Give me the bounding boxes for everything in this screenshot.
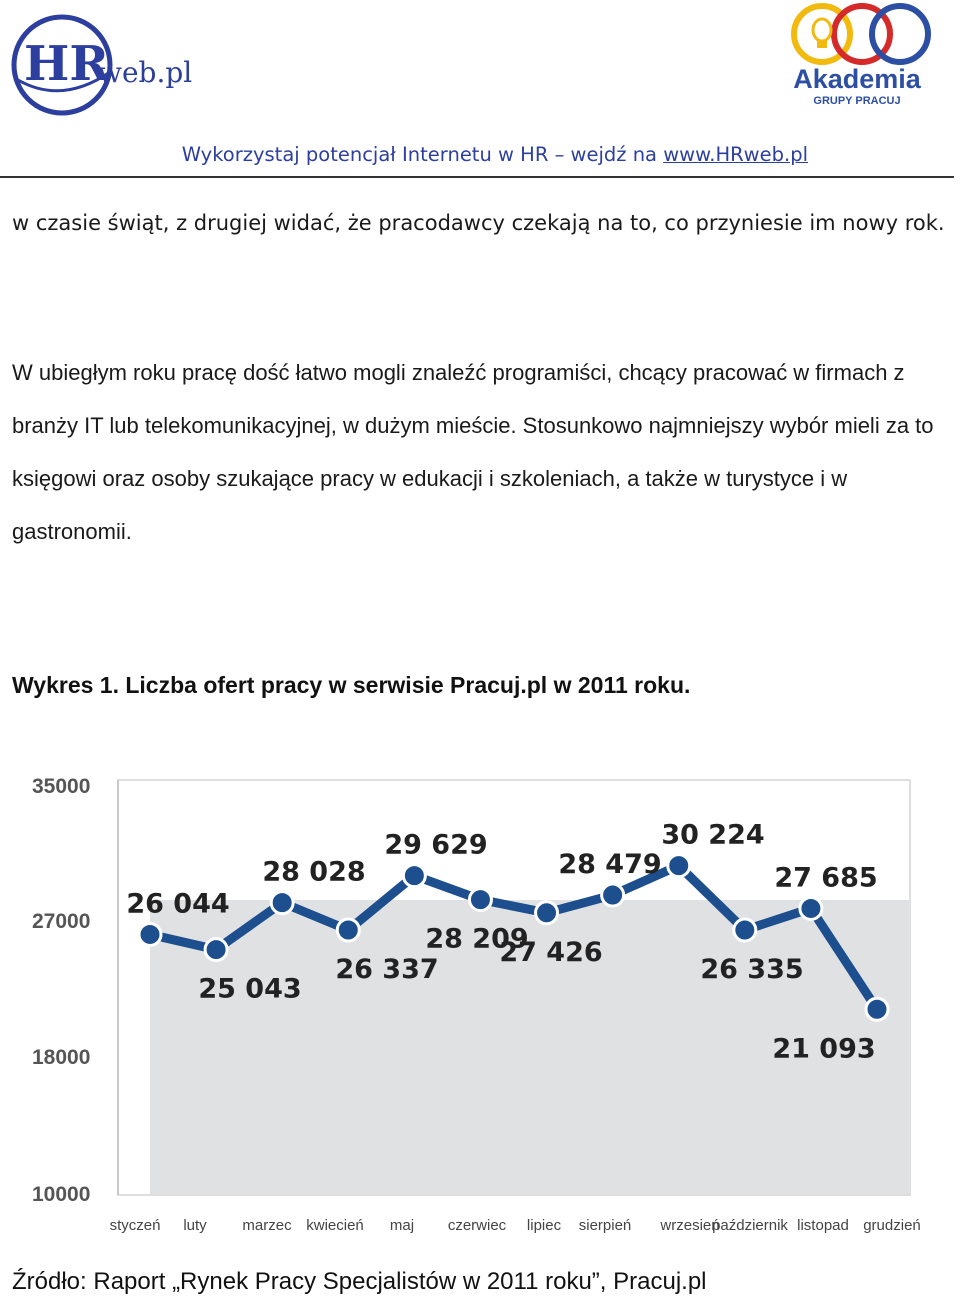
y-tick-label: 27000	[32, 910, 90, 933]
data-point	[732, 917, 758, 943]
plot-shaded-band	[150, 900, 910, 1194]
x-tick-label: lipiec	[527, 1217, 562, 1234]
paragraph-main: W ubiegłym roku pracę dość łatwo mogli z…	[12, 360, 934, 544]
x-tick-label: kwiecień	[306, 1217, 364, 1234]
data-label: 26 337	[335, 954, 438, 985]
x-tick-label: styczeń	[110, 1217, 161, 1234]
data-label: 25 043	[198, 974, 301, 1005]
akademia-logo: Akademia GRUPY PRACUJ	[791, 3, 931, 107]
data-point	[798, 895, 824, 921]
x-tick-label: październik	[712, 1217, 788, 1234]
data-label: 30 224	[661, 820, 764, 851]
header-tagline-text: Wykorzystaj potencjał Internetu w HR – w…	[181, 143, 664, 166]
y-axis: 10000 18000 27000 35000	[32, 775, 90, 1206]
paragraph-intro: w czasie świąt, z drugiej widać, że prac…	[12, 211, 945, 235]
data-label: 26 335	[700, 954, 803, 985]
data-point	[203, 937, 229, 963]
x-tick-label: grudzień	[863, 1217, 921, 1234]
hrweb-link[interactable]: www.HRweb.pl	[663, 143, 808, 166]
akademia-logo-sub: GRUPY PRACUJ	[813, 95, 900, 107]
header-divider	[0, 176, 954, 178]
lightbulb-icon	[811, 17, 833, 48]
data-label: 28 028	[262, 857, 365, 888]
data-point	[467, 887, 493, 913]
y-tick-label: 10000	[32, 1183, 90, 1206]
y-tick-label: 35000	[32, 775, 90, 798]
x-tick-label: listopad	[797, 1217, 849, 1234]
chart-caption: Wykres 1. Liczba ofert pracy w serwisie …	[12, 672, 691, 698]
series-points	[137, 853, 890, 1022]
hrweb-logo-hr: HR	[24, 36, 110, 92]
data-point	[534, 900, 560, 926]
y-tick-label: 18000	[32, 1046, 90, 1069]
data-point	[269, 890, 295, 916]
data-point	[137, 921, 163, 947]
job-offers-line-chart: 10000 18000 27000 35000 styczeń luty marzec kw…	[32, 775, 921, 1234]
data-label: 21 093	[772, 1033, 875, 1064]
x-tick-label: marzec	[242, 1217, 292, 1234]
source-note: Źródło: Raport „Rynek Pracy Specjalistów…	[12, 1268, 707, 1295]
data-label: 28 209	[425, 924, 528, 955]
data-point	[335, 917, 361, 943]
akademia-logo-name: Akademia	[793, 64, 922, 94]
data-point	[600, 882, 626, 908]
x-axis: styczeń luty marzec kwiecień maj czerwiec lipi…	[110, 1217, 921, 1234]
x-tick-label: maj	[390, 1217, 414, 1234]
data-label: 29 629	[384, 830, 487, 861]
data-point	[666, 853, 692, 879]
chart-plot-area	[117, 779, 911, 1196]
x-tick-label: sierpień	[579, 1217, 632, 1234]
data-label: 26 044	[126, 888, 229, 919]
data-label: 27 426	[499, 937, 602, 968]
data-point	[401, 863, 427, 889]
data-label: 27 685	[774, 862, 877, 893]
x-tick-label: wrzesień	[659, 1217, 719, 1234]
data-label: 28 479	[558, 849, 661, 880]
hrweb-logo-web: web.pl	[98, 56, 192, 89]
data-point	[864, 996, 890, 1022]
header-tagline: Wykorzystaj potencjał Internetu w HR – w…	[0, 143, 960, 169]
x-tick-label: luty	[183, 1217, 207, 1234]
x-tick-label: czerwiec	[448, 1217, 507, 1234]
hrweb-logo: HR web.pl	[11, 14, 192, 116]
